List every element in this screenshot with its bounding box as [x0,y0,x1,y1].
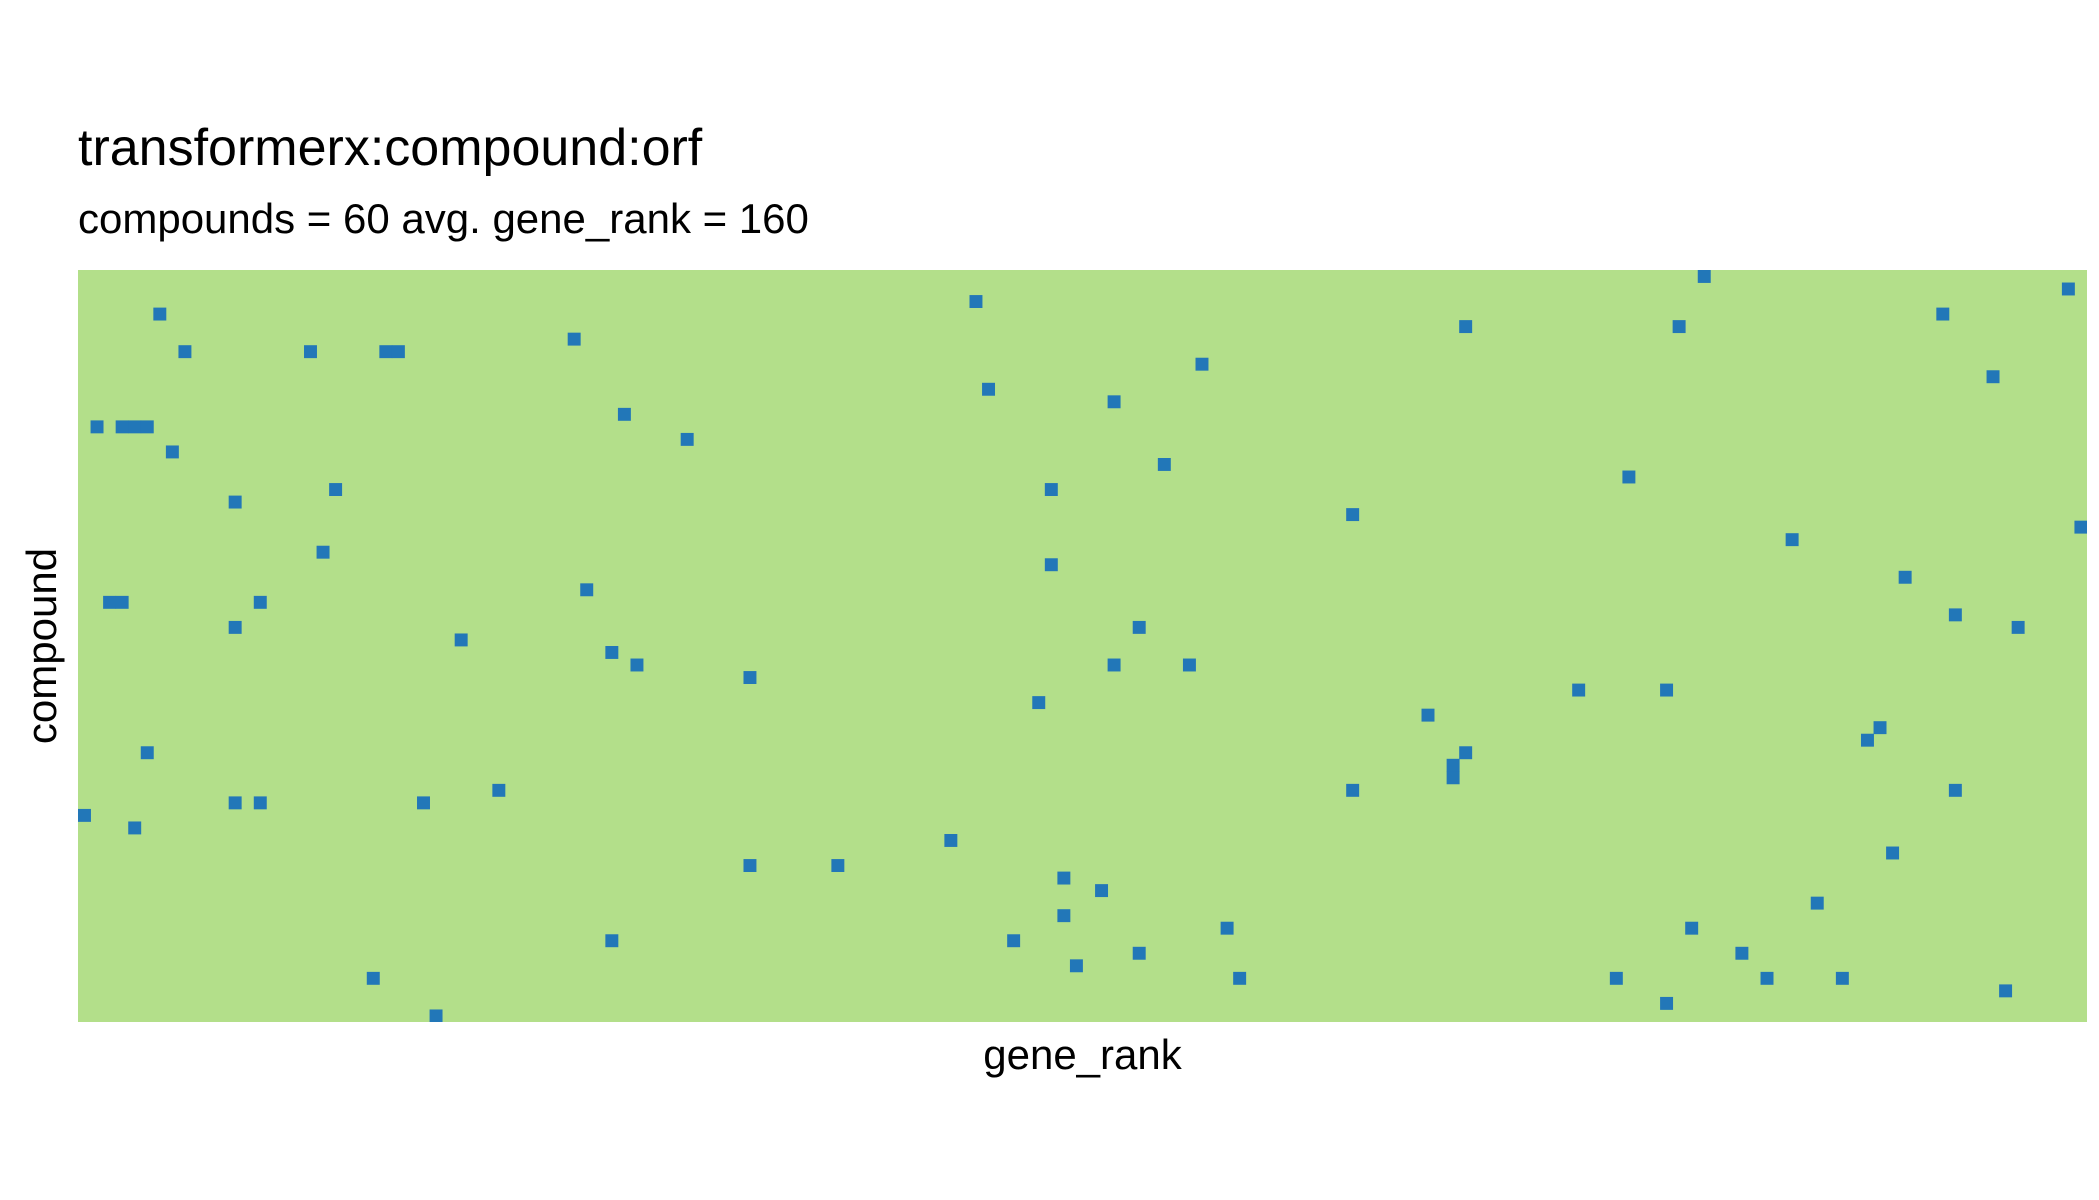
heatmap-cell [1697,270,1711,283]
heatmap-cell [1760,971,1774,985]
heatmap-cell [1810,896,1824,910]
heatmap-cell [1898,570,1912,584]
heatmap-cell [1459,746,1473,760]
heatmap-cell [1660,996,1674,1010]
heatmap-cell [391,345,405,359]
heatmap-cell [253,595,267,609]
heatmap-cell [1948,783,1962,797]
heatmap-cell [366,971,380,985]
heatmap-cell [1007,934,1021,948]
heatmap-cell [492,783,506,797]
heatmap-cell [743,671,757,684]
chart-title: transformerx:compound:orf [78,119,703,177]
heatmap-cell [1421,708,1435,722]
heatmap-cell [1660,683,1674,697]
heatmap-cell [128,420,142,434]
heatmap-cell [1346,783,1360,797]
heatmap-cell [1057,909,1071,923]
heatmap-cell [1685,921,1699,935]
heatmap-cell [1132,946,1146,960]
heatmap-cell [1182,658,1196,672]
heatmap-cell [1785,533,1799,547]
heatmap-background [78,270,2087,1022]
heatmap-cell [969,295,983,308]
heatmap-cell [944,834,958,847]
heatmap-cell [580,583,594,597]
heatmap-cell [417,796,430,810]
heatmap-cell [178,345,192,359]
heatmap-cell [128,821,142,835]
heatmap-cell [228,796,242,810]
heatmap-cell [2061,282,2075,296]
y-axis-label: compound [18,547,65,745]
heatmap-cell [1999,984,2013,998]
heatmap-cell [1057,871,1071,885]
heatmap-cell [1835,971,1849,985]
heatmap-panel [78,270,2087,1022]
heatmap-cell [228,495,242,509]
heatmap-cell [379,345,393,359]
heatmap-cell [1873,721,1887,735]
heatmap-cell [90,420,104,434]
heatmap-cell [630,658,644,672]
heatmap-cell [1044,483,1058,496]
heatmap-cell [617,407,631,421]
heatmap-cell [680,432,694,446]
heatmap-cell [304,345,317,359]
heatmap-cell [1157,458,1171,471]
heatmap-cell [115,595,129,609]
heatmap-cell [253,796,267,810]
x-axis-label: gene_rank [983,1031,1182,1078]
heatmap-cell [1044,558,1058,572]
heatmap-cell [2074,520,2087,534]
heatmap-cell [1735,946,1749,960]
heatmap-cell [1572,683,1586,697]
heatmap-cell [982,382,996,396]
heatmap-hits [78,270,2087,1022]
heatmap-cell [743,859,757,872]
heatmap-cell [2011,620,2025,634]
heatmap-cell [429,1009,443,1022]
heatmap-cell [1459,320,1473,334]
heatmap-cell [1107,658,1121,672]
heatmap-cell [1886,846,1900,860]
heatmap-cell [228,620,242,634]
heatmap-cell [1220,921,1234,935]
heatmap-cell [1446,771,1460,785]
heatmap-cell [329,483,343,496]
heatmap-cell [1233,971,1247,985]
heatmap-cell [605,934,619,948]
heatmap-cell [103,595,117,609]
heatmap-cell [140,746,154,760]
heatmap-cell [1672,320,1686,334]
heatmap-cell [1195,357,1209,371]
heatmap-cell [1069,959,1083,973]
heatmap-cell [140,420,154,434]
heatmap-cell [1936,307,1950,321]
heatmap-cell [1132,620,1146,634]
heatmap-cell [1609,971,1623,985]
heatmap-cell [1107,395,1121,409]
heatmap-cell [316,545,330,559]
heatmap-cell [605,646,619,659]
heatmap-cell [1622,470,1636,484]
heatmap-cell [115,420,129,434]
heatmap-cell [78,808,91,822]
y-axis-label-container: compound [18,270,66,1022]
heatmap-cell [1346,508,1360,522]
heatmap-cell [165,445,179,459]
heatmap-cell [1860,733,1874,747]
heatmap-cell [567,332,581,346]
heatmap-cell [1948,608,1962,622]
heatmap-cell [1446,758,1460,772]
heatmap-cell [1095,884,1109,898]
heatmap-cell [1986,370,2000,384]
chart-subtitle: compounds = 60 avg. gene_rank = 160 [78,195,809,242]
heatmap-cell [153,307,167,321]
heatmap-cell [831,859,845,872]
heatmap-cell [1032,696,1046,710]
heatmap-cell [454,633,468,647]
